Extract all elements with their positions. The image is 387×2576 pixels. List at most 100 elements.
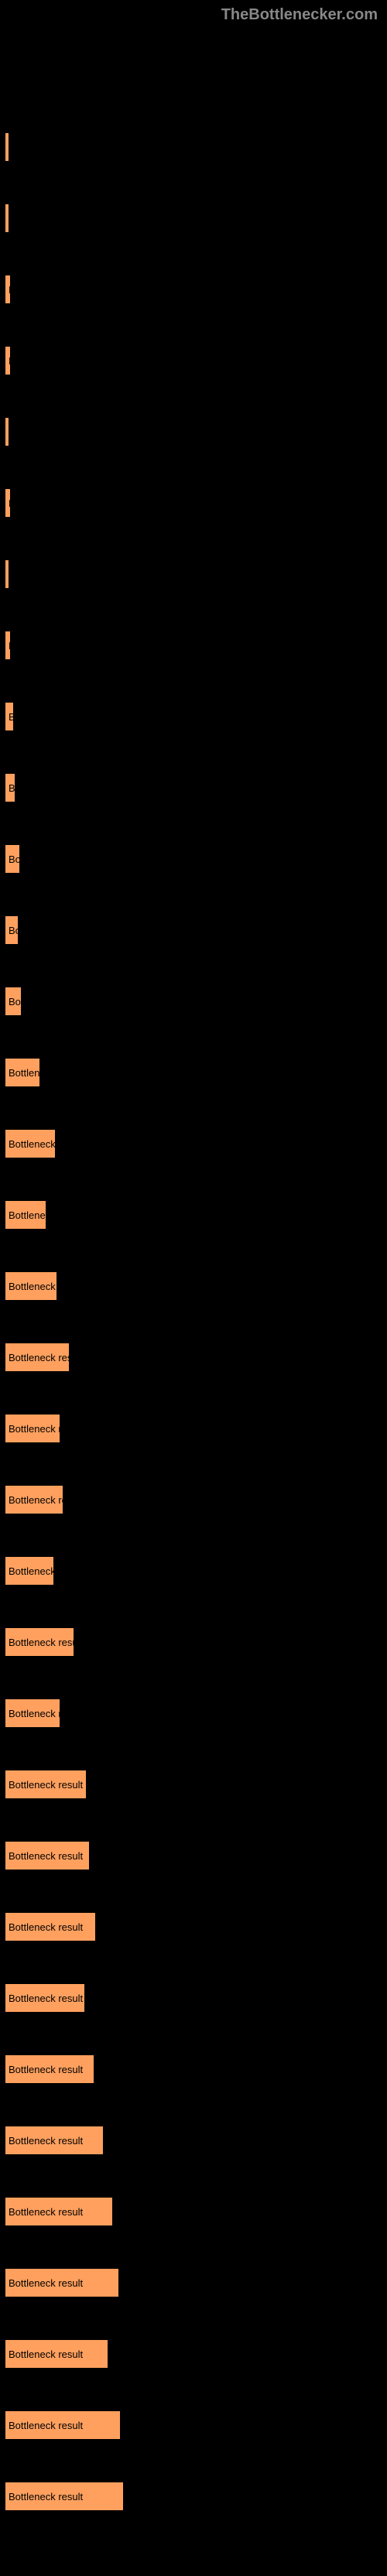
bar-row: Bottleneck result bbox=[5, 417, 387, 446]
bar-label: Bottleneck result bbox=[9, 284, 11, 296]
bar: Bottleneck result bbox=[5, 132, 9, 162]
bar-row: Bottleneck result bbox=[5, 2339, 387, 2369]
bar-label: Bottleneck result bbox=[9, 1423, 60, 1435]
bar-row: Bottleneck result bbox=[5, 204, 387, 233]
bar-label: Bottleneck result bbox=[9, 1352, 70, 1363]
bar: Bottleneck result bbox=[5, 1058, 40, 1087]
bar-row: Bottleneck result bbox=[5, 488, 387, 518]
watermark-text: TheBottlenecker.com bbox=[0, 0, 387, 24]
bar: Bottleneck result bbox=[5, 417, 9, 446]
bar: Bottleneck result bbox=[5, 1983, 85, 2013]
bar-row: Bottleneck result bbox=[5, 1271, 387, 1301]
bar: Bottleneck result bbox=[5, 2339, 108, 2369]
bar-label: Bottleneck result bbox=[9, 2491, 83, 2502]
bar-row: Bottleneck result bbox=[5, 1983, 387, 2013]
bar-row: Bottleneck result bbox=[5, 2054, 387, 2084]
bar: Bottleneck result bbox=[5, 275, 11, 304]
bar-label: Bottleneck result bbox=[9, 1494, 63, 1506]
bar-label: Bottleneck result bbox=[9, 2349, 83, 2360]
bar: Bottleneck result bbox=[5, 702, 14, 731]
bar: Bottleneck result bbox=[5, 2126, 104, 2155]
bar-row: Bottleneck result bbox=[5, 915, 387, 945]
bar: Bottleneck result bbox=[5, 631, 11, 660]
bar-row: Bottleneck result bbox=[5, 773, 387, 802]
bar-label: Bottleneck result bbox=[9, 1281, 57, 1292]
bar-row: Bottleneck result bbox=[5, 2126, 387, 2155]
bar-row: Bottleneck result bbox=[5, 275, 387, 304]
bar: Bottleneck result bbox=[5, 1271, 57, 1301]
bar-row: Bottleneck result bbox=[5, 2482, 387, 2511]
bar: Bottleneck result bbox=[5, 2482, 124, 2511]
bar-label: Bottleneck result bbox=[9, 925, 19, 936]
bar: Bottleneck result bbox=[5, 2197, 113, 2226]
bar-row: Bottleneck result bbox=[5, 844, 387, 874]
bar-label: Bottleneck result bbox=[9, 1067, 40, 1079]
bar: Bottleneck result bbox=[5, 1841, 90, 1870]
bar-label: Bottleneck result bbox=[9, 2420, 83, 2431]
bar-row: Bottleneck result bbox=[5, 1200, 387, 1230]
bar: Bottleneck result bbox=[5, 1699, 60, 1728]
bar-row: Bottleneck result bbox=[5, 1699, 387, 1728]
bar-row: Bottleneck result bbox=[5, 1556, 387, 1586]
bar-label: Bottleneck result bbox=[9, 1565, 54, 1577]
bar-label: Bottleneck result bbox=[9, 1993, 83, 2004]
bar-row: Bottleneck result bbox=[5, 1841, 387, 1870]
bar-label: Bottleneck result bbox=[9, 2206, 83, 2218]
bar: Bottleneck result bbox=[5, 346, 11, 375]
bar-row: Bottleneck result bbox=[5, 2197, 387, 2226]
bar: Bottleneck result bbox=[5, 1414, 60, 1443]
bar-label: Bottleneck result bbox=[9, 1209, 46, 1221]
bar: Bottleneck result bbox=[5, 204, 9, 233]
bar-label: Bottleneck result bbox=[9, 355, 11, 367]
bar-row: Bottleneck result bbox=[5, 2268, 387, 2297]
bar-label: Bottleneck result bbox=[9, 1637, 74, 1648]
bar: Bottleneck result bbox=[5, 559, 9, 589]
bar-row: Bottleneck result bbox=[5, 702, 387, 731]
bar-row: Bottleneck result bbox=[5, 346, 387, 375]
bar-label: Bottleneck result bbox=[9, 854, 20, 865]
bar: Bottleneck result bbox=[5, 488, 11, 518]
bar-label: Bottleneck result bbox=[9, 782, 15, 794]
bar-label: Bottleneck result bbox=[9, 2135, 83, 2147]
bar: Bottleneck result bbox=[5, 1485, 63, 1514]
bar-label: Bottleneck result bbox=[9, 1921, 83, 1933]
bar: Bottleneck result bbox=[5, 1556, 54, 1586]
bar-label: Bottleneck result bbox=[9, 1779, 83, 1791]
bar-row: Bottleneck result bbox=[5, 1627, 387, 1657]
bar-label: Bottleneck result bbox=[9, 2064, 83, 2075]
bar-label: Bottleneck result bbox=[9, 498, 11, 509]
bar: Bottleneck result bbox=[5, 1912, 96, 1941]
bar: Bottleneck result bbox=[5, 1627, 74, 1657]
bar: Bottleneck result bbox=[5, 1129, 56, 1158]
bar: Bottleneck result bbox=[5, 773, 15, 802]
bar-label: Bottleneck result bbox=[9, 1138, 56, 1150]
bar: Bottleneck result bbox=[5, 2054, 94, 2084]
bar-label: Bottleneck result bbox=[9, 996, 22, 1007]
bar-row: Bottleneck result bbox=[5, 132, 387, 162]
bar-row: Bottleneck result bbox=[5, 559, 387, 589]
bar-row: Bottleneck result bbox=[5, 1912, 387, 1941]
bar-row: Bottleneck result bbox=[5, 1343, 387, 1372]
bar: Bottleneck result bbox=[5, 987, 22, 1016]
bar: Bottleneck result bbox=[5, 844, 20, 874]
bar-label: Bottleneck result bbox=[9, 640, 11, 652]
bar-row: Bottleneck result bbox=[5, 1485, 387, 1514]
bar-row: Bottleneck result bbox=[5, 631, 387, 660]
bar: Bottleneck result bbox=[5, 915, 19, 945]
bar-row: Bottleneck result bbox=[5, 1414, 387, 1443]
bar-row: Bottleneck result bbox=[5, 987, 387, 1016]
bar-label: Bottleneck result bbox=[9, 1708, 60, 1719]
bar: Bottleneck result bbox=[5, 2268, 119, 2297]
bar-row: Bottleneck result bbox=[5, 1770, 387, 1799]
bar-label: Bottleneck result bbox=[9, 2277, 83, 2289]
bar: Bottleneck result bbox=[5, 1770, 87, 1799]
bar: Bottleneck result bbox=[5, 2410, 121, 2440]
bar: Bottleneck result bbox=[5, 1200, 46, 1230]
bar-row: Bottleneck result bbox=[5, 2410, 387, 2440]
bar-row: Bottleneck result bbox=[5, 1129, 387, 1158]
bar: Bottleneck result bbox=[5, 1343, 70, 1372]
bar-label: Bottleneck result bbox=[9, 711, 14, 723]
bar-chart: Bottleneck result Bottleneck result Bottle… bbox=[0, 24, 387, 2576]
bar-label: Bottleneck result bbox=[9, 1850, 83, 1862]
bar-row: Bottleneck result bbox=[5, 1058, 387, 1087]
